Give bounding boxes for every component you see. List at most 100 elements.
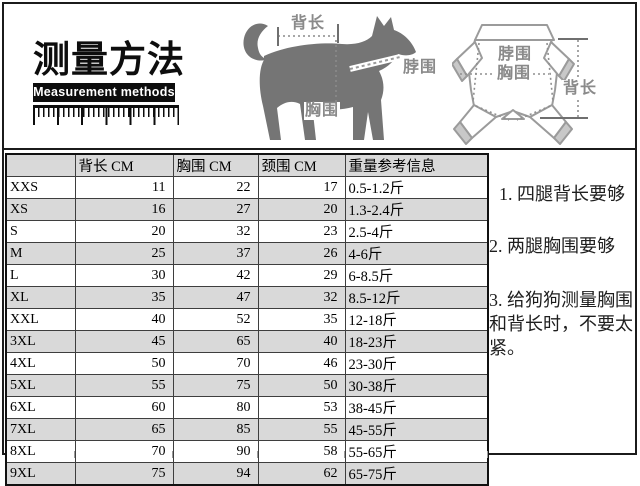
weight-cell: 18-23斤 <box>344 330 489 353</box>
dog-chest-girth-label: 胸围 <box>304 102 341 120</box>
weight-cell: 4-6斤 <box>344 242 489 265</box>
weight-cell: 12-18斤 <box>344 308 489 331</box>
size-cell: 5XL <box>5 374 76 397</box>
weight-cell: 8.5-12斤 <box>344 286 489 309</box>
back-length-cell: 50 <box>74 352 174 375</box>
table-row: XXL 40 52 35 12-18斤 <box>5 308 489 331</box>
grid-stub <box>344 451 345 458</box>
weight-cell: 65-75斤 <box>344 462 489 486</box>
col-header-weight: 重量参考信息 <box>344 153 489 177</box>
size-cell: 7XL <box>5 418 76 441</box>
back-length-cell: 40 <box>74 308 174 331</box>
table-row: 4XL 50 70 46 23-30斤 <box>5 352 489 375</box>
chest-cell: 75 <box>172 374 259 397</box>
chest-cell: 22 <box>172 176 259 199</box>
back-length-cell: 45 <box>74 330 174 353</box>
size-cell: XL <box>5 286 76 309</box>
table-row: XS 16 27 20 1.3-2.4斤 <box>5 198 489 221</box>
neck-cell: 26 <box>257 242 346 265</box>
size-cell: L <box>5 264 76 287</box>
size-cell: 4XL <box>5 352 76 375</box>
neck-cell: 35 <box>257 308 346 331</box>
size-cell: XXS <box>5 176 76 199</box>
page-title: 测量方法 <box>33 39 185 80</box>
table-row: 9XL 75 94 62 65-75斤 <box>5 462 489 486</box>
table-row: XL 35 47 32 8.5-12斤 <box>5 286 489 309</box>
section-divider <box>2 148 637 150</box>
col-header-size <box>5 153 76 177</box>
col-header-back-length: 背长 CM <box>74 153 174 177</box>
table-row: S 20 32 23 2.5-4斤 <box>5 220 489 243</box>
table-row: XXS 11 22 17 0.5-1.2斤 <box>5 176 489 199</box>
back-length-cell: 30 <box>74 264 174 287</box>
size-cell: 9XL <box>5 462 76 486</box>
weight-cell: 23-30斤 <box>344 352 489 375</box>
size-cell: 8XL <box>5 440 76 463</box>
size-cell: XS <box>5 198 76 221</box>
garment-back-length-label: 背长 <box>562 80 599 98</box>
size-cell: 6XL <box>5 396 76 419</box>
grid-stub <box>172 451 173 458</box>
size-cell: 3XL <box>5 330 76 353</box>
grid-stub <box>257 451 258 458</box>
note-item: 2. 两腿胸围要够 <box>489 236 615 256</box>
neck-cell: 29 <box>257 264 346 287</box>
chest-cell: 27 <box>172 198 259 221</box>
weight-cell: 38-45斤 <box>344 396 489 419</box>
back-length-cell: 75 <box>74 462 174 486</box>
table-row: L 30 42 29 6-8.5斤 <box>5 264 489 287</box>
weight-cell: 6-8.5斤 <box>344 264 489 287</box>
neck-cell: 58 <box>257 440 346 463</box>
weight-cell: 1.3-2.4斤 <box>344 198 489 221</box>
chest-cell: 42 <box>172 264 259 287</box>
table-row: 8XL 70 90 58 55-65斤 <box>5 440 489 463</box>
ruler-icon <box>33 105 179 128</box>
garment-measurement-diagram: 脖围 胸围 背长 <box>452 16 602 146</box>
garment-neck-girth-label: 脖围 <box>498 46 533 63</box>
chest-cell: 85 <box>172 418 259 441</box>
neck-cell: 20 <box>257 198 346 221</box>
grid-stub <box>487 451 488 458</box>
back-length-cell: 20 <box>74 220 174 243</box>
size-cell: M <box>5 242 76 265</box>
grid-stub <box>74 451 75 458</box>
back-length-cell: 25 <box>74 242 174 265</box>
chest-cell: 32 <box>172 220 259 243</box>
chest-cell: 94 <box>172 462 259 486</box>
table-row: M 25 37 26 4-6斤 <box>5 242 489 265</box>
size-table: 背长 CM 胸围 CM 颈围 CM 重量参考信息 XXS 11 22 17 0.… <box>5 153 489 486</box>
weight-cell: 2.5-4斤 <box>344 220 489 243</box>
ruler-major-ticks <box>33 108 179 125</box>
chest-cell: 52 <box>172 308 259 331</box>
note-item: 3. 给狗狗测量胸围和背长时，不要太紧。 <box>489 290 633 358</box>
col-header-chest: 胸围 CM <box>172 153 259 177</box>
chest-cell: 90 <box>172 440 259 463</box>
table-row: 3XL 45 65 40 18-23斤 <box>5 330 489 353</box>
back-length-cell: 70 <box>74 440 174 463</box>
col-header-neck: 颈围 CM <box>257 153 346 177</box>
chest-cell: 47 <box>172 286 259 309</box>
chest-cell: 70 <box>172 352 259 375</box>
dog-measurement-diagram: 背长 脖围 胸围 <box>238 12 442 148</box>
note-item: 1. 四腿背长要够 <box>499 184 625 204</box>
back-length-cell: 35 <box>74 286 174 309</box>
neck-cell: 23 <box>257 220 346 243</box>
table-row: 6XL 60 80 53 38-45斤 <box>5 396 489 419</box>
weight-cell: 45-55斤 <box>344 418 489 441</box>
size-cell: S <box>5 220 76 243</box>
weight-cell: 0.5-1.2斤 <box>344 176 489 199</box>
back-length-cell: 55 <box>74 374 174 397</box>
neck-cell: 55 <box>257 418 346 441</box>
back-length-cell: 60 <box>74 396 174 419</box>
chest-cell: 65 <box>172 330 259 353</box>
weight-cell: 30-38斤 <box>344 374 489 397</box>
neck-cell: 32 <box>257 286 346 309</box>
dog-neck-girth-label: 脖围 <box>402 59 439 77</box>
brand-block: 测量方法 Measurement methods <box>33 39 185 128</box>
table-row: 7XL 65 85 55 45-55斤 <box>5 418 489 441</box>
table-header-row: 背长 CM 胸围 CM 颈围 CM 重量参考信息 <box>5 153 489 177</box>
chest-cell: 80 <box>172 396 259 419</box>
neck-cell: 17 <box>257 176 346 199</box>
neck-cell: 40 <box>257 330 346 353</box>
